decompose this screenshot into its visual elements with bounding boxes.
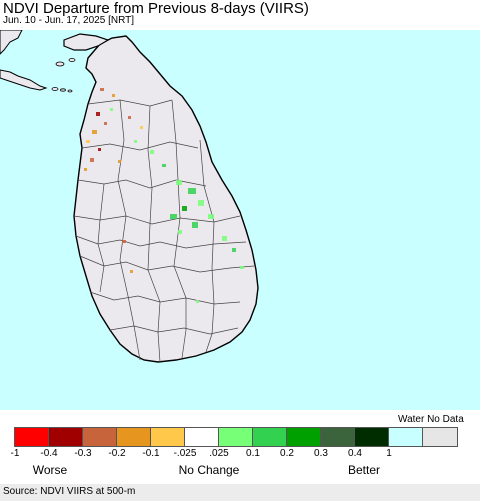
legend-colorbar — [14, 427, 458, 447]
legend-nochange-label: No Change — [178, 463, 240, 477]
adams-bridge-islands — [51, 58, 76, 93]
map-date-range: Jun. 10 - Jun. 17, 2025 [NRT] — [3, 15, 135, 26]
legend-tick-label: -.025 — [173, 448, 197, 459]
sri-lanka-landmass — [73, 35, 259, 363]
legend-tick-label: 0.2 — [280, 448, 294, 459]
source-text: Source: NDVI VIIRS at 500-m — [3, 486, 136, 497]
legend-swatch-5 — [185, 428, 219, 446]
map-title: NDVI Departure from Previous 8-days (VII… — [3, 0, 309, 17]
india-coast — [0, 30, 23, 55]
legend-swatch-12 — [423, 428, 457, 446]
legend-tick-label: 0.4 — [348, 448, 362, 459]
legend-better-label: Better — [347, 463, 381, 477]
sri-lanka-map — [0, 30, 480, 410]
legend-swatch-2 — [83, 428, 117, 446]
district-boundaries — [73, 99, 255, 363]
legend-swatch-4 — [151, 428, 185, 446]
legend-nodata-label: Water No Data — [398, 414, 464, 425]
legend-tick-label: -0.3 — [74, 448, 92, 459]
legend-tick-label: -0.4 — [40, 448, 58, 459]
legend-tick-label: 0.1 — [246, 448, 260, 459]
legend-swatch-1 — [49, 428, 83, 446]
ndvi-better-patches — [110, 108, 244, 303]
legend-tick-label: -0.1 — [142, 448, 160, 459]
jaffna-peninsula — [63, 33, 110, 51]
legend-swatch-3 — [117, 428, 151, 446]
legend-swatch-8 — [287, 428, 321, 446]
legend-tick-label: 1 — [386, 448, 392, 459]
legend-swatch-6 — [219, 428, 253, 446]
legend-swatch-11 — [389, 428, 423, 446]
india-coast-west — [0, 69, 48, 91]
source-bar: Source: NDVI VIIRS at 500-m — [0, 484, 480, 501]
legend-worse-label: Worse — [32, 463, 68, 477]
map-panel — [0, 30, 480, 410]
legend-tick-label: .025 — [209, 448, 229, 459]
legend-swatch-0 — [15, 428, 49, 446]
legend-tick-label: -1 — [10, 448, 20, 459]
legend-tick-label: 0.3 — [314, 448, 328, 459]
legend-swatch-10 — [355, 428, 389, 446]
legend-tick-label: -0.2 — [108, 448, 126, 459]
legend-swatch-7 — [253, 428, 287, 446]
ndvi-worse-patches — [84, 88, 143, 273]
legend-swatch-9 — [321, 428, 355, 446]
